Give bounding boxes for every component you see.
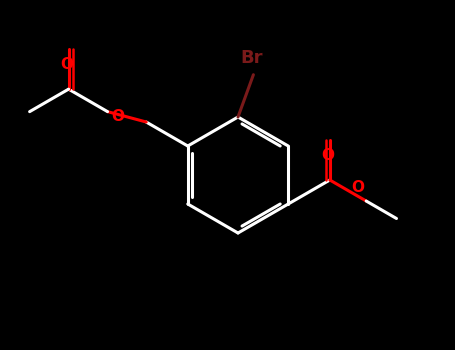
Text: Br: Br xyxy=(240,49,263,67)
Text: O: O xyxy=(321,148,334,163)
Text: O: O xyxy=(111,109,124,124)
Text: O: O xyxy=(351,180,364,195)
Text: O: O xyxy=(60,57,73,72)
